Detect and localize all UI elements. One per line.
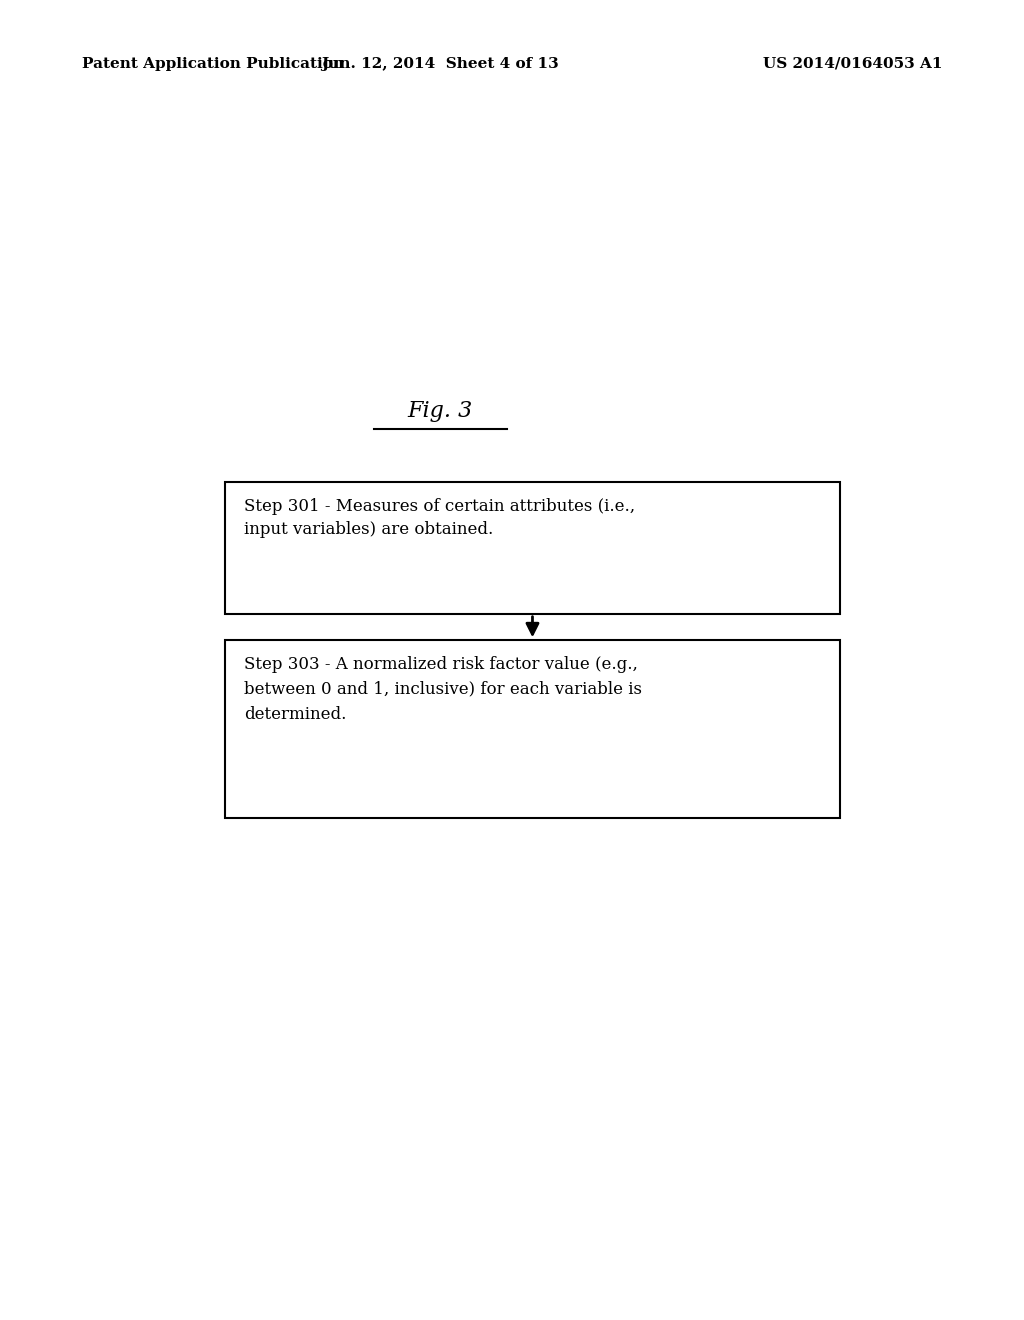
Text: Patent Application Publication: Patent Application Publication [82,57,344,71]
Text: Step 303 - A normalized risk factor value (e.g.,
between 0 and 1, inclusive) for: Step 303 - A normalized risk factor valu… [244,656,642,722]
Text: Fig. 3: Fig. 3 [408,400,473,422]
Text: Step 301 - Measures of certain attributes (i.e.,
input variables) are obtained.: Step 301 - Measures of certain attribute… [244,498,635,539]
FancyBboxPatch shape [225,640,840,818]
Text: Jun. 12, 2014  Sheet 4 of 13: Jun. 12, 2014 Sheet 4 of 13 [322,57,559,71]
Text: US 2014/0164053 A1: US 2014/0164053 A1 [763,57,942,71]
FancyBboxPatch shape [225,482,840,614]
